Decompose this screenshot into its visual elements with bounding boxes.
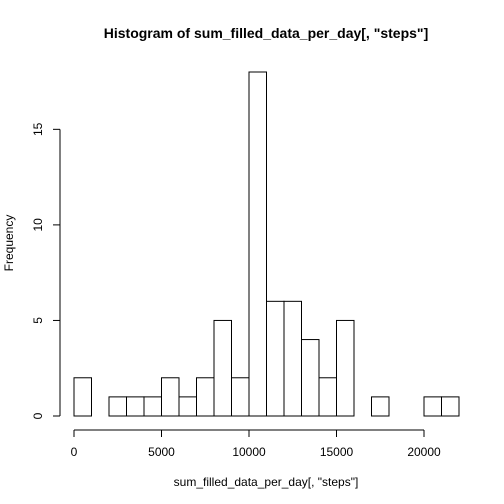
chart-title: Histogram of sum_filled_data_per_day[, "… (104, 25, 428, 41)
x-tick-label: 0 (71, 445, 78, 459)
histogram-bar (266, 300, 285, 417)
histogram-bar (318, 377, 337, 417)
y-tick-label: 5 (31, 317, 45, 324)
x-tick-label: 10000 (232, 445, 266, 459)
x-tick-label: 20000 (407, 445, 441, 459)
x-tick-label: 5000 (148, 445, 175, 459)
x-axis: 0 5000 10000 15000 20000 (71, 429, 441, 459)
histogram-bar (283, 300, 302, 417)
histogram-bar (248, 71, 267, 417)
histogram-bar (336, 319, 355, 417)
histogram-bar (108, 396, 127, 417)
histogram-bar (423, 396, 442, 417)
y-tick-label: 15 (31, 122, 45, 136)
histogram-bar (441, 396, 460, 417)
histogram-bar (371, 396, 390, 417)
histogram-bar (143, 396, 162, 417)
x-axis-label: sum_filled_data_per_day[, "steps"] (174, 475, 359, 489)
y-axis: 0 5 10 15 (31, 122, 61, 419)
y-tick-label: 0 (31, 412, 45, 419)
histogram-bar (126, 396, 145, 417)
histogram-bar (178, 396, 197, 417)
y-tick-label: 10 (31, 218, 45, 232)
bars-group (73, 71, 460, 417)
histogram-bar (161, 377, 180, 417)
histogram-bar (73, 377, 92, 417)
histogram-bar (231, 377, 250, 417)
histogram-bar (196, 377, 215, 417)
y-axis-label: Frequency (2, 215, 16, 272)
histogram-bar (301, 339, 320, 417)
histogram-bar (213, 319, 232, 417)
x-tick-label: 15000 (320, 445, 354, 459)
